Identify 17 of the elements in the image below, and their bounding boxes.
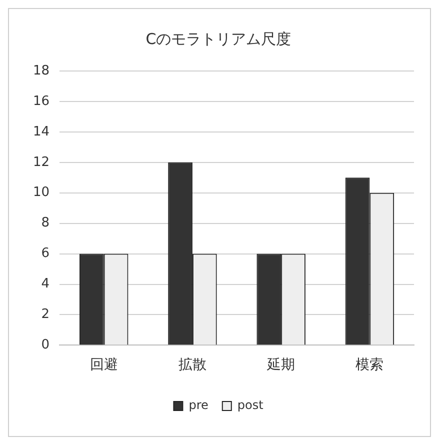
y-tick-label: 18 xyxy=(32,63,50,78)
y-tick-label: 6 xyxy=(41,246,50,262)
y-tick-label: 10 xyxy=(32,185,50,200)
x-tick-label: 模索 xyxy=(356,357,384,374)
y-tick-label: 2 xyxy=(41,307,50,322)
chart-title: Cのモラトリアム尺度 xyxy=(146,30,292,48)
y-tick-label: 4 xyxy=(41,276,50,292)
y-tick-label: 16 xyxy=(32,94,50,109)
y-tick-label: 0 xyxy=(41,338,50,353)
x-tick-label: 延期 xyxy=(266,357,296,374)
y-tick-label: 8 xyxy=(41,216,50,231)
x-tick-label: 拡散 xyxy=(178,357,206,374)
y-tick-label: 12 xyxy=(32,154,50,170)
x-tick-label: 回避 xyxy=(90,357,118,374)
legend-label: post xyxy=(237,398,264,412)
legend-label: pre xyxy=(188,398,208,412)
y-tick-label: 14 xyxy=(32,124,50,140)
